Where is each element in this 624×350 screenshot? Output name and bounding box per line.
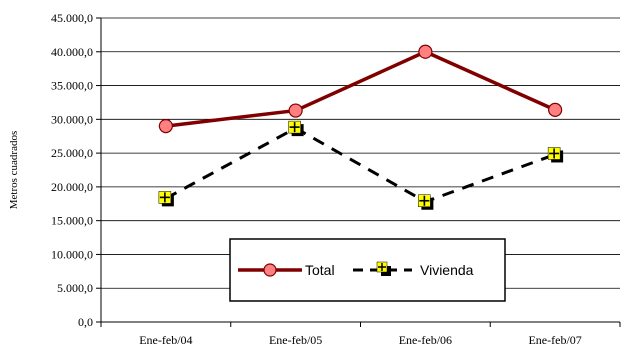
data-point [548,102,563,117]
data-point [288,103,303,118]
y-tick-label: 30.000,0 [51,112,93,126]
y-tick-label: 35.000,0 [51,79,93,93]
series-total [158,44,563,134]
y-tick-label: 25.000,0 [51,146,93,160]
data-point [418,194,434,210]
y-axis-ticks: 0,0 5.000,0 10.000,0 15.000,0 20.000,0 25.000… [51,11,101,329]
legend-label-total: Total [305,262,335,278]
series-line-vivienda [165,126,556,204]
x-axis-ticks: Ene-feb/04 Ene-feb/05 Ene-feb/06 Ene-feb/07 [100,322,621,347]
data-point [288,120,304,137]
legend: Total Vivienda [229,238,506,302]
y-tick-label: 5.000,0 [57,281,93,295]
series-layer [158,44,564,210]
data-point [418,44,433,59]
x-tick-label: Ene-feb/06 [399,333,452,347]
y-tick-label: 0,0 [78,315,93,329]
series-vivienda [158,120,564,210]
x-tick-label: Ene-feb/05 [269,333,322,347]
y-tick-label: 15.000,0 [51,214,93,228]
x-tick-label: Ene-feb/04 [139,333,192,347]
legend-marker-total [263,263,277,277]
legend-marker-vivienda [376,261,391,276]
data-point [158,118,173,134]
y-tick-label: 10.000,0 [51,247,93,261]
data-point [547,147,564,163]
y-axis-title: Metros cuadrados [8,131,20,210]
y-tick-label: 20.000,0 [51,180,93,194]
y-tick-label: 45.000,0 [51,11,93,25]
y-tick-label: 40.000,0 [51,45,93,59]
series-line-total [165,50,556,128]
data-point [158,191,174,207]
x-tick-label: Ene-feb/07 [528,333,581,347]
legend-label-vivienda: Vivienda [420,262,474,278]
